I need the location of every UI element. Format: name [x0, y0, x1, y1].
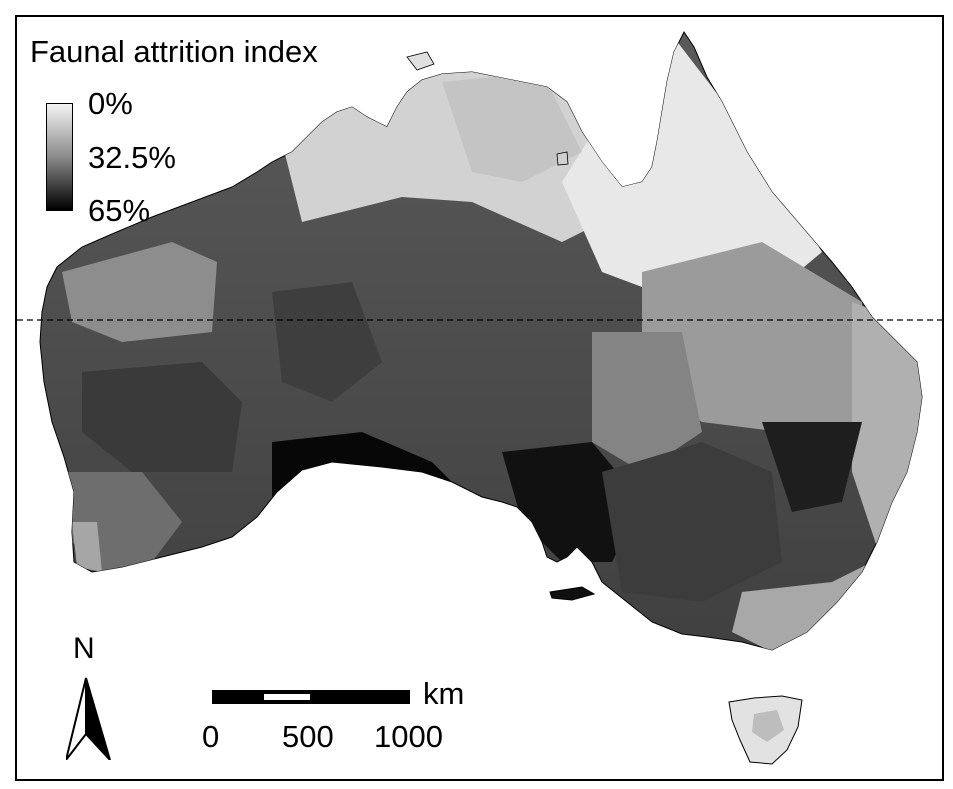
scale-unit-label: km: [423, 676, 465, 711]
region-murray: [602, 442, 782, 602]
region-sw-coast: [72, 522, 102, 572]
legend-mid-label: 32.5%: [88, 140, 176, 175]
tiwi-islands: [406, 51, 435, 71]
region-victoria-highlands: [732, 562, 872, 650]
islands: [406, 51, 803, 765]
map-frame: [15, 15, 944, 781]
tasmania-center: [752, 710, 784, 742]
legend-max-label: 65%: [88, 193, 151, 228]
legend-min-label: 0%: [88, 86, 133, 121]
region-pilbara: [62, 242, 217, 342]
region-central-west: [272, 282, 382, 402]
map-svg: [17, 31, 942, 765]
north-arrow-icon: [66, 677, 111, 760]
region-nsw-west: [762, 422, 862, 512]
groote-island: [556, 151, 569, 166]
scale-tick-1000: 1000: [374, 719, 443, 754]
legend-title: Faunal attrition index: [30, 34, 318, 69]
region-gulf: [442, 72, 582, 182]
scale-tick-0: 0: [202, 719, 220, 754]
scale-bar-white-segment: [264, 694, 310, 700]
kangaroo-island: [549, 586, 596, 601]
region-sw-qld: [592, 332, 702, 472]
north-label: N: [73, 632, 95, 665]
scale-tick-500: 500: [282, 719, 334, 754]
attrition-regions: [62, 32, 922, 650]
region-goldfields: [82, 362, 242, 472]
region-qld-central: [642, 242, 862, 432]
scale-bar: [212, 690, 410, 704]
legend-color-ramp: [46, 103, 73, 211]
